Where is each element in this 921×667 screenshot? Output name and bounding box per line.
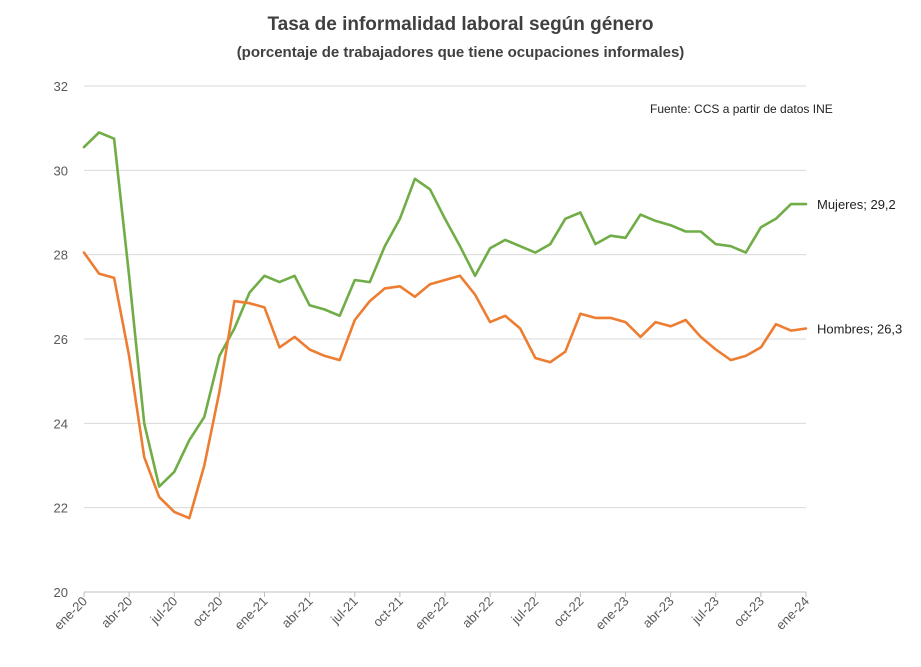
source-note: Fuente: CCS a partir de datos INE — [650, 102, 833, 116]
y-tick-label: 20 — [54, 585, 68, 600]
gridlines — [84, 85, 806, 509]
x-tick-label: oct-20 — [189, 594, 225, 630]
y-tick-label: 26 — [54, 332, 68, 347]
x-tick-label: ene-21 — [231, 594, 270, 633]
x-tick-label: abr-22 — [459, 594, 496, 631]
end-label-mujeres: Mujeres; 29,2 — [817, 197, 896, 212]
x-tick-label: oct-21 — [370, 594, 406, 630]
y-tick-label: 32 — [54, 79, 68, 94]
chart-subtitle: (porcentaje de trabajadores que tiene oc… — [236, 44, 685, 61]
x-tick-label: ene-24 — [773, 594, 812, 633]
x-tick-label: abr-20 — [98, 594, 135, 631]
series-line-mujeres — [82, 131, 808, 488]
x-tick-label: oct-23 — [731, 594, 767, 630]
series-end-labels: Mujeres; 29,2 Hombres; 26,3 — [817, 197, 902, 336]
x-axis: ene-20 abr-20 jul-20 oct-20 ene-21 abr-21 jul-… — [51, 591, 812, 633]
x-tick-label: jul-20 — [147, 594, 181, 628]
end-label-hombres: Hombres; 26,3 — [817, 321, 902, 336]
y-axis: 20 22 24 26 28 30 32 — [54, 79, 68, 600]
series-lines — [82, 131, 808, 520]
x-tick-label: abr-23 — [640, 594, 677, 631]
y-tick-label: 28 — [54, 248, 68, 263]
x-tick-label: ene-22 — [412, 594, 451, 633]
x-tick-label: ene-23 — [592, 594, 631, 633]
x-tick-label: oct-22 — [550, 594, 586, 630]
x-tick-label: abr-21 — [279, 594, 316, 631]
y-tick-label: 30 — [54, 163, 68, 178]
x-tick-label: jul-21 — [327, 594, 361, 628]
y-tick-label: 22 — [54, 501, 68, 516]
series-line-hombres — [82, 251, 808, 520]
chart-title: Tasa de informalidad laboral según géner… — [267, 14, 654, 35]
x-tick-label: jul-23 — [688, 594, 722, 628]
y-tick-label: 24 — [54, 416, 68, 431]
x-tick-label: jul-22 — [508, 594, 542, 628]
